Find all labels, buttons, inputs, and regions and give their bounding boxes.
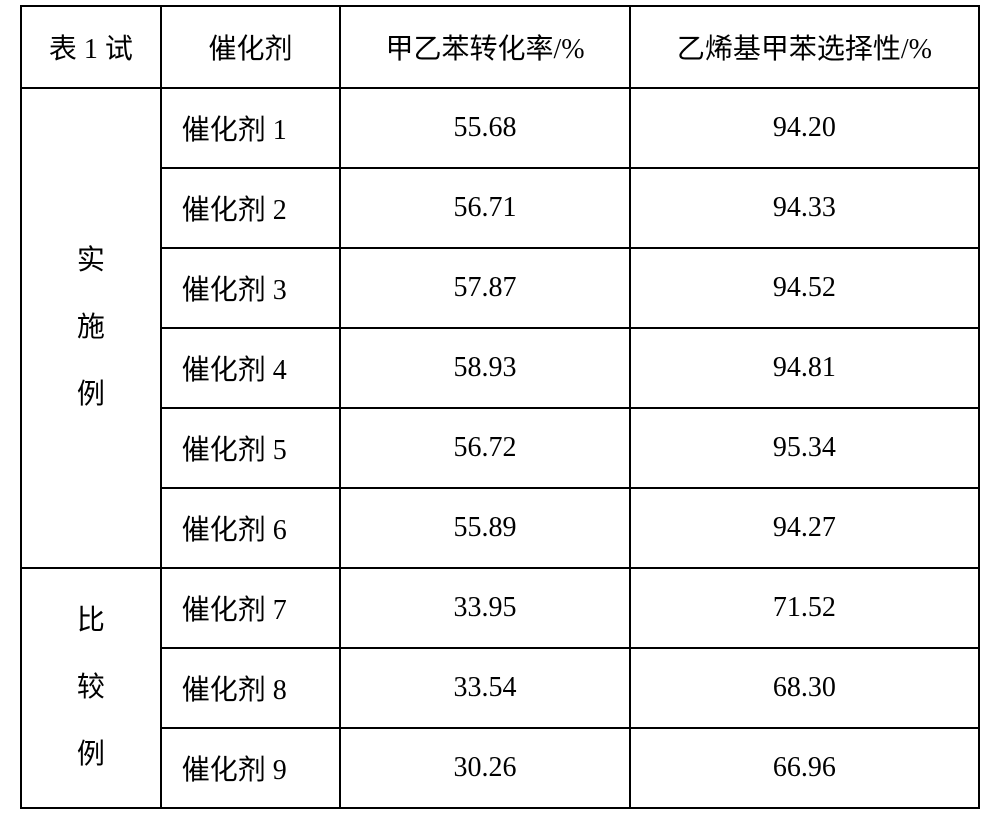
- conversion-cell: 33.95: [340, 568, 629, 648]
- selectivity-cell: 94.81: [630, 328, 979, 408]
- catalyst-cell: 催化剂 5: [161, 408, 341, 488]
- header-col2: 催化剂: [161, 6, 341, 88]
- selectivity-cell: 94.20: [630, 88, 979, 168]
- conversion-cell: 33.54: [340, 648, 629, 728]
- table-row: 催化剂 4 58.93 94.81: [21, 328, 979, 408]
- group-label-char: 实: [77, 227, 105, 294]
- selectivity-cell: 94.27: [630, 488, 979, 568]
- conversion-cell: 57.87: [340, 248, 629, 328]
- table-row: 催化剂 5 56.72 95.34: [21, 408, 979, 488]
- selectivity-cell: 68.30: [630, 648, 979, 728]
- group-label-char: 施: [77, 294, 105, 361]
- selectivity-cell: 95.34: [630, 408, 979, 488]
- group-label-comparison: 比 较 例: [21, 568, 161, 808]
- catalyst-cell: 催化剂 8: [161, 648, 341, 728]
- conversion-cell: 58.93: [340, 328, 629, 408]
- table-row: 催化剂 6 55.89 94.27: [21, 488, 979, 568]
- selectivity-cell: 94.33: [630, 168, 979, 248]
- group-label-char: 例: [77, 721, 105, 788]
- header-col4: 乙烯基甲苯选择性/%: [630, 6, 979, 88]
- header-col3: 甲乙苯转化率/%: [340, 6, 629, 88]
- selectivity-cell: 71.52: [630, 568, 979, 648]
- table-row: 催化剂 8 33.54 68.30: [21, 648, 979, 728]
- group-label-examples: 实 施 例: [21, 88, 161, 568]
- catalyst-cell: 催化剂 3: [161, 248, 341, 328]
- table-row: 催化剂 2 56.71 94.33: [21, 168, 979, 248]
- header-col1: 表 1 试: [21, 6, 161, 88]
- conversion-cell: 56.71: [340, 168, 629, 248]
- catalyst-cell: 催化剂 2: [161, 168, 341, 248]
- table-row: 实 施 例 催化剂 1 55.68 94.20: [21, 88, 979, 168]
- conversion-cell: 55.68: [340, 88, 629, 168]
- catalyst-cell: 催化剂 7: [161, 568, 341, 648]
- conversion-cell: 55.89: [340, 488, 629, 568]
- group-label-char: 较: [77, 654, 105, 721]
- data-table: 表 1 试 催化剂 甲乙苯转化率/% 乙烯基甲苯选择性/% 实 施 例 催化剂 …: [20, 5, 980, 809]
- table-header-row: 表 1 试 催化剂 甲乙苯转化率/% 乙烯基甲苯选择性/%: [21, 6, 979, 88]
- catalyst-cell: 催化剂 6: [161, 488, 341, 568]
- catalyst-cell: 催化剂 4: [161, 328, 341, 408]
- conversion-cell: 30.26: [340, 728, 629, 808]
- group-label-char: 比: [77, 587, 105, 654]
- table-row: 催化剂 3 57.87 94.52: [21, 248, 979, 328]
- selectivity-cell: 66.96: [630, 728, 979, 808]
- selectivity-cell: 94.52: [630, 248, 979, 328]
- table-row: 催化剂 9 30.26 66.96: [21, 728, 979, 808]
- group-label-char: 例: [77, 361, 105, 428]
- table-row: 比 较 例 催化剂 7 33.95 71.52: [21, 568, 979, 648]
- catalyst-cell: 催化剂 1: [161, 88, 341, 168]
- conversion-cell: 56.72: [340, 408, 629, 488]
- catalyst-cell: 催化剂 9: [161, 728, 341, 808]
